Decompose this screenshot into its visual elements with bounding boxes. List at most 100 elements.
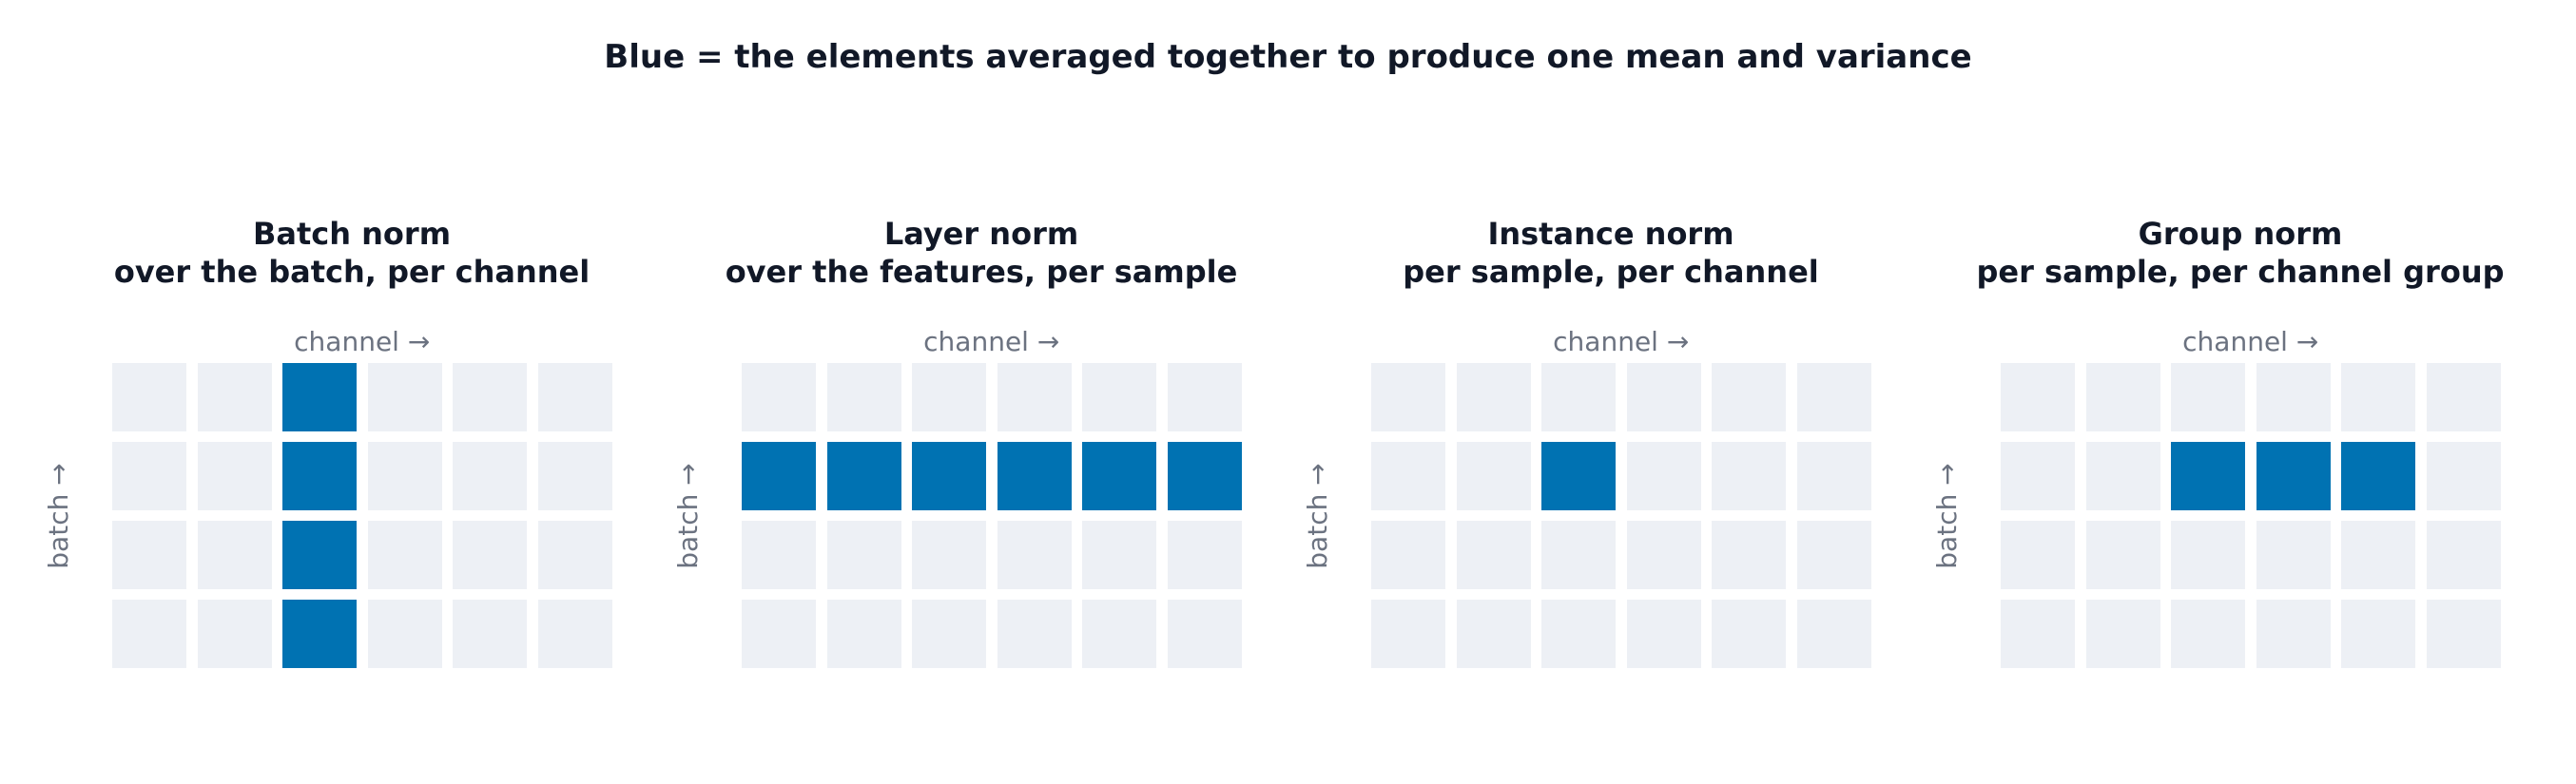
- tensor-cell: [1456, 442, 1531, 510]
- panel-title: Layer norm: [883, 216, 1079, 252]
- tensor-cell: [367, 442, 442, 510]
- tensor-cell: [997, 521, 1072, 589]
- panel-title: Group norm: [2138, 216, 2343, 252]
- tensor-cell: [453, 442, 527, 510]
- tensor-cell: [1796, 600, 1871, 668]
- tensor-cell: [1796, 521, 1871, 589]
- tensor-cell: [1082, 363, 1156, 431]
- tensor-cell-highlighted: [742, 442, 816, 510]
- tensor-cell: [997, 600, 1072, 668]
- panel-subtitle: per sample, per channel: [1403, 254, 1819, 290]
- tensor-cell-highlighted: [282, 521, 357, 589]
- tensor-cell: [912, 363, 986, 431]
- tensor-cell: [1167, 521, 1242, 589]
- tensor-cell: [2341, 521, 2415, 589]
- tensor-cell-highlighted: [282, 363, 357, 431]
- tensor-grid: [112, 363, 612, 668]
- tensor-cell: [367, 521, 442, 589]
- tensor-cell: [2341, 363, 2415, 431]
- tensor-cell: [2256, 600, 2331, 668]
- tensor-cell: [1456, 363, 1531, 431]
- tensor-cell: [742, 600, 816, 668]
- tensor-cell: [197, 600, 272, 668]
- panel-title: Batch norm: [252, 216, 452, 252]
- tensor-cell: [1167, 600, 1242, 668]
- tensor-cell: [1541, 600, 1616, 668]
- tensor-cell: [2001, 442, 2075, 510]
- tensor-cell: [1371, 363, 1445, 431]
- tensor-cell-highlighted: [826, 442, 901, 510]
- y-axis-label: batch →: [672, 462, 704, 569]
- tensor-cell: [997, 363, 1072, 431]
- panel-layer-norm: Layer norm over the features, per sample…: [672, 0, 1276, 784]
- tensor-cell-highlighted: [1082, 442, 1156, 510]
- tensor-cell: [2341, 600, 2415, 668]
- tensor-cell-highlighted: [2256, 442, 2331, 510]
- tensor-cell: [453, 363, 527, 431]
- tensor-cell: [2001, 600, 2075, 668]
- x-axis-label: channel →: [1553, 326, 1690, 357]
- tensor-cell: [1626, 600, 1701, 668]
- panel-instance-norm: Instance norm per sample, per channel ch…: [1302, 0, 1906, 784]
- tensor-cell: [1456, 521, 1531, 589]
- tensor-cell: [2171, 521, 2245, 589]
- tensor-cell: [197, 363, 272, 431]
- tensor-cell: [2426, 442, 2501, 510]
- tensor-cell-highlighted: [2341, 442, 2415, 510]
- tensor-cell-highlighted: [1541, 442, 1616, 510]
- tensor-cell: [537, 442, 612, 510]
- panel-subtitle: per sample, per channel group: [1976, 254, 2505, 290]
- tensor-cell: [912, 600, 986, 668]
- tensor-cell: [1712, 363, 1786, 431]
- tensor-cell: [1541, 521, 1616, 589]
- x-axis-label: channel →: [923, 326, 1060, 357]
- tensor-cell: [453, 600, 527, 668]
- tensor-cell: [367, 363, 442, 431]
- panel-title: Instance norm: [1487, 216, 1734, 252]
- tensor-cell: [112, 363, 186, 431]
- tensor-cell: [742, 521, 816, 589]
- tensor-grid: [1371, 363, 1871, 668]
- tensor-cell: [2171, 600, 2245, 668]
- y-axis-label: batch →: [1931, 462, 1963, 569]
- tensor-cell-highlighted: [282, 442, 357, 510]
- tensor-cell-highlighted: [912, 442, 986, 510]
- tensor-cell-highlighted: [997, 442, 1072, 510]
- tensor-grid: [2001, 363, 2501, 668]
- tensor-cell-highlighted: [2171, 442, 2245, 510]
- figure-title: Blue = the elements averaged together to…: [604, 38, 1972, 76]
- tensor-grid: [742, 363, 1242, 668]
- tensor-cell: [1712, 442, 1786, 510]
- tensor-cell: [2256, 363, 2331, 431]
- tensor-cell: [2085, 363, 2160, 431]
- tensor-cell: [112, 600, 186, 668]
- tensor-cell: [742, 363, 816, 431]
- tensor-cell: [826, 521, 901, 589]
- y-axis-label: batch →: [43, 462, 74, 569]
- tensor-cell: [1796, 442, 1871, 510]
- tensor-cell: [367, 600, 442, 668]
- tensor-cell-highlighted: [282, 600, 357, 668]
- tensor-cell-highlighted: [1167, 442, 1242, 510]
- tensor-cell: [1167, 363, 1242, 431]
- tensor-cell: [1456, 600, 1531, 668]
- tensor-cell: [2426, 363, 2501, 431]
- tensor-cell: [912, 521, 986, 589]
- tensor-cell: [537, 521, 612, 589]
- tensor-cell: [2085, 600, 2160, 668]
- tensor-cell: [537, 363, 612, 431]
- tensor-cell: [1371, 521, 1445, 589]
- tensor-cell: [1626, 521, 1701, 589]
- tensor-cell: [1082, 600, 1156, 668]
- tensor-cell: [2426, 600, 2501, 668]
- tensor-cell: [197, 442, 272, 510]
- tensor-cell: [1626, 442, 1701, 510]
- tensor-cell: [197, 521, 272, 589]
- tensor-cell: [1541, 363, 1616, 431]
- tensor-cell: [826, 363, 901, 431]
- y-axis-label: batch →: [1302, 462, 1333, 569]
- tensor-cell: [2256, 521, 2331, 589]
- x-axis-label: channel →: [294, 326, 431, 357]
- tensor-cell: [112, 521, 186, 589]
- panel-subtitle: over the features, per sample: [725, 254, 1238, 290]
